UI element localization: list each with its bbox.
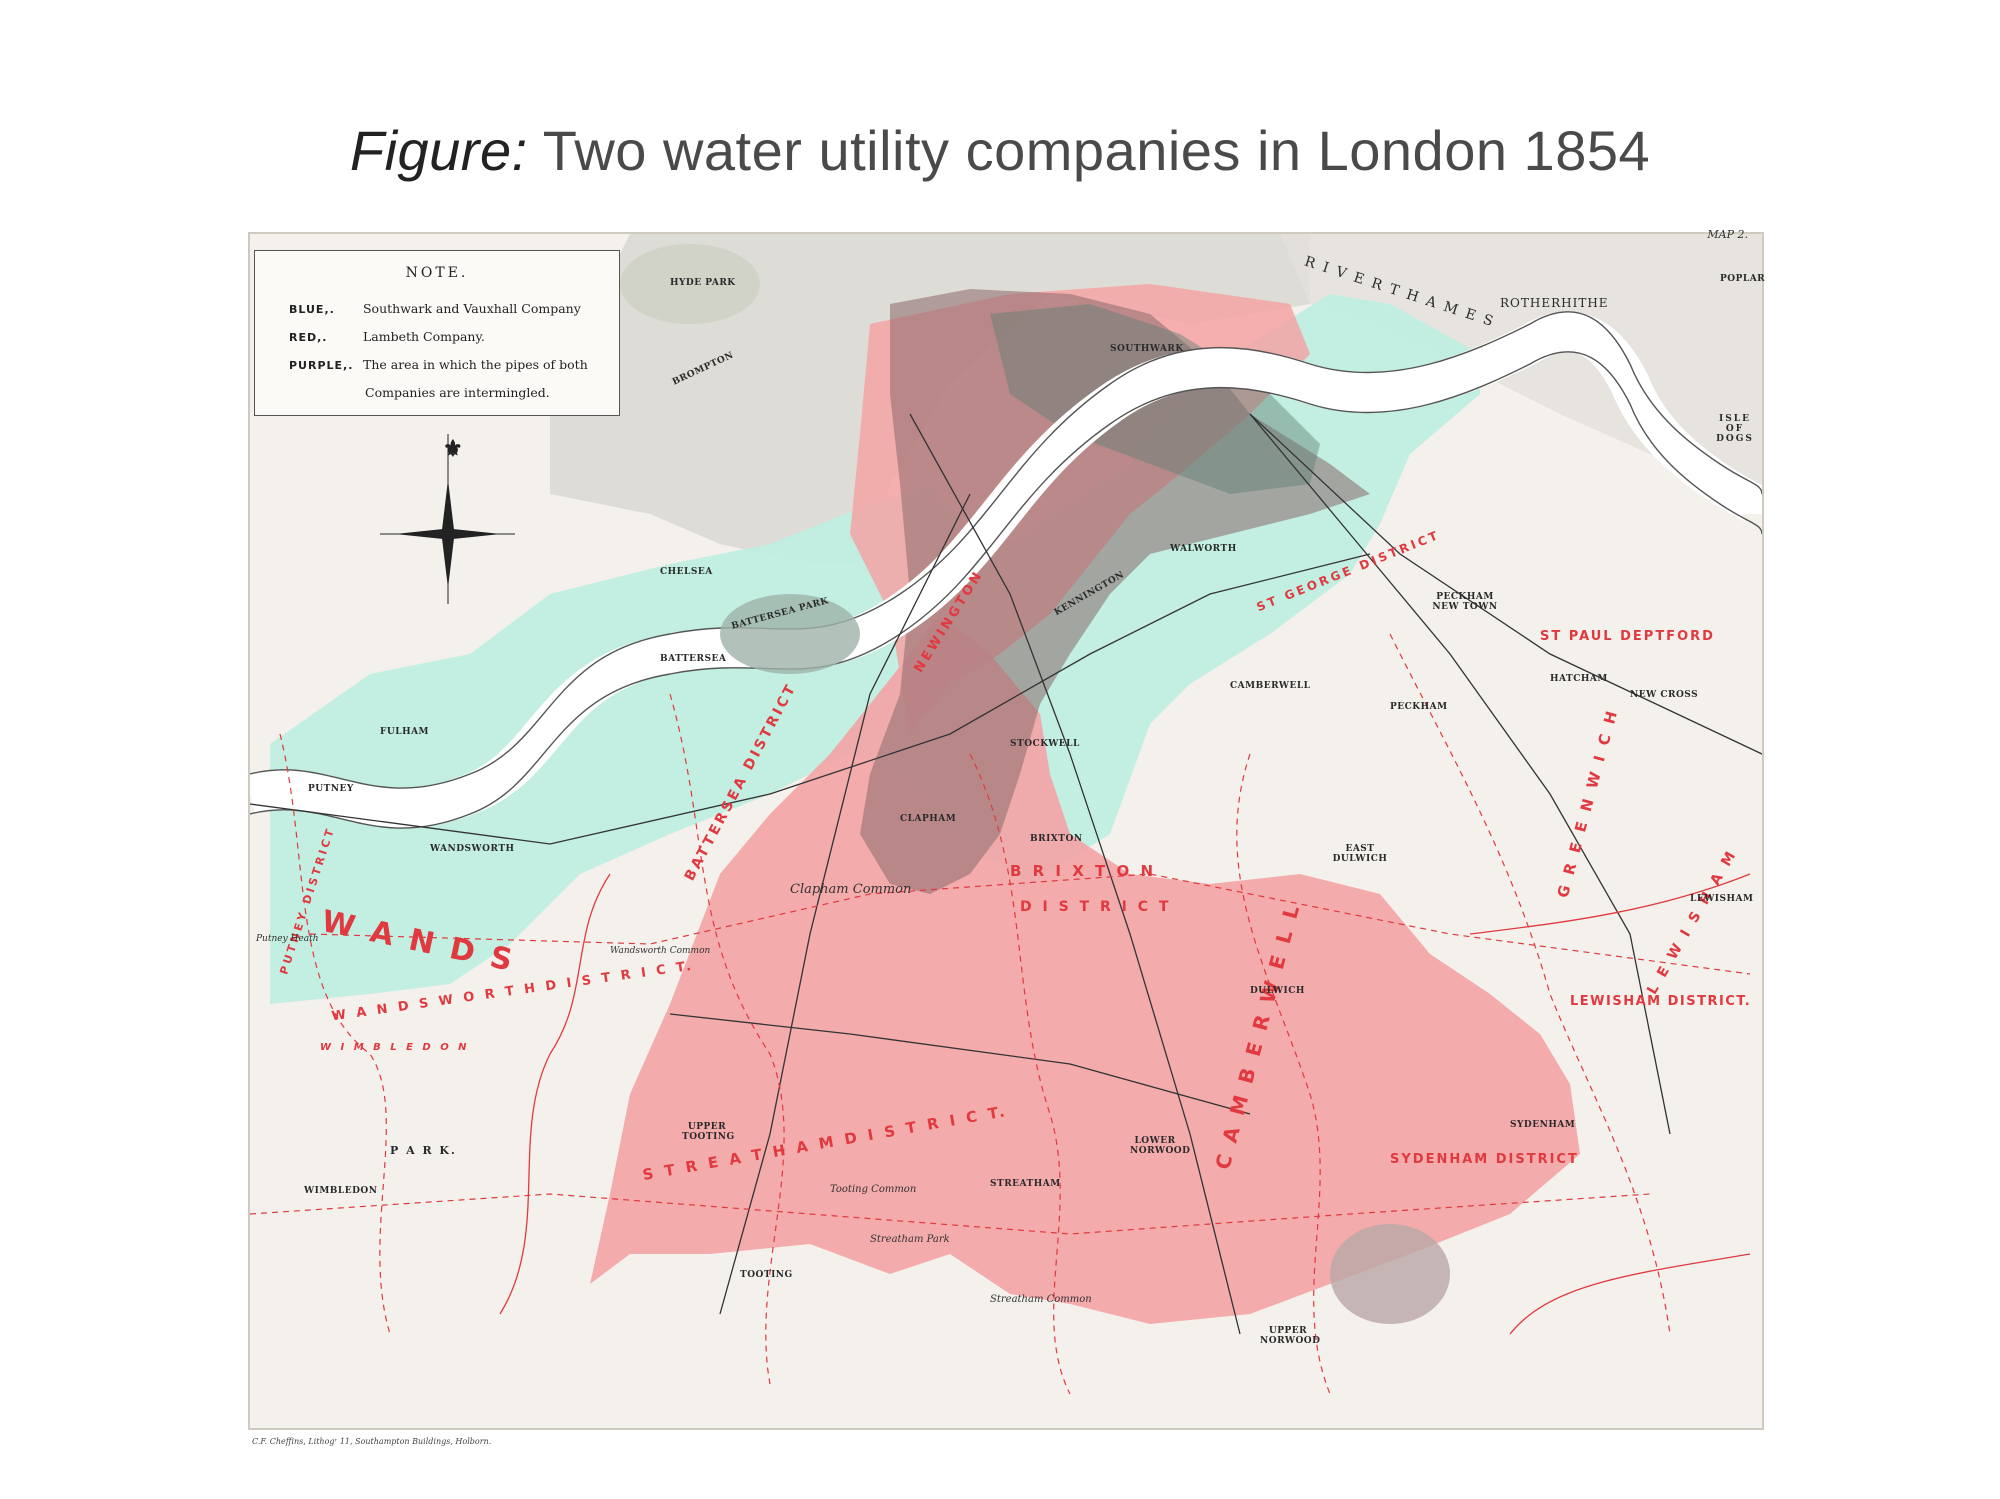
- legend-note: NOTE. BLUE,. Southwark and Vauxhall Comp…: [254, 250, 620, 416]
- legend-row-purple: PURPLE,. The area in which the pipes of …: [289, 357, 588, 372]
- label-walworth: WALWORTH: [1170, 544, 1237, 554]
- legend-key-purple: PURPLE,.: [289, 359, 354, 372]
- label-lewisham: LEWISHAM: [1690, 894, 1754, 904]
- label-hatcham: HATCHAM: [1550, 674, 1608, 684]
- compass-rose: ⚜: [380, 434, 515, 604]
- label-clapham: CLAPHAM: [900, 814, 957, 824]
- label-putney: PUTNEY: [308, 784, 354, 794]
- label-wimbledon-town: WIMBLEDON: [304, 1186, 378, 1196]
- railway-lines: [250, 413, 1762, 1335]
- label-streatham-park: Streatham Park: [870, 1234, 950, 1245]
- label-poplar: POPLAR: [1720, 274, 1766, 284]
- label-new-cross: NEW CROSS: [1630, 690, 1699, 700]
- label-streatham-common: Streatham Common: [990, 1294, 1092, 1305]
- label-fulham: FULHAM: [380, 727, 430, 737]
- label-tooting-common: Tooting Common: [830, 1184, 917, 1195]
- roads-red: [499, 873, 1751, 1335]
- label-east-dulwich: EAST DULWICH: [1332, 844, 1388, 864]
- label-wimbledon-red: W I M B L E D O N: [320, 1042, 470, 1053]
- legend-value-red: Lambeth Company.: [362, 329, 485, 344]
- legend-row-blue: BLUE,. Southwark and Vauxhall Company: [289, 301, 581, 316]
- historical-map: ⚜ MAP 2. NOTE. BLUE,. Southwark and Vaux…: [248, 228, 1766, 1446]
- legend-title: NOTE.: [405, 265, 469, 281]
- label-streatham: STREATHAM: [990, 1179, 1061, 1189]
- label-stockwell: STOCKWELL: [1010, 739, 1080, 749]
- river-bank-south: [250, 351, 1762, 829]
- legend-row-red: RED,. Lambeth Company.: [289, 329, 485, 344]
- label-chelsea: CHELSEA: [660, 567, 713, 577]
- label-camberwell-town: CAMBERWELL: [1230, 681, 1311, 691]
- legend-key-blue: BLUE,.: [289, 303, 335, 316]
- label-tooting: TOOTING: [740, 1270, 793, 1280]
- label-battersea: BATTERSEA: [660, 654, 727, 664]
- label-clapham-common: Clapham Common: [790, 882, 912, 897]
- district-boundaries: [250, 633, 1751, 1395]
- label-southwark: SOUTHWARK: [1110, 344, 1184, 354]
- intermingled-area: [860, 289, 1370, 894]
- hyde-park: [620, 244, 760, 324]
- label-lower-norwood: LOWER NORWOOD: [1130, 1136, 1191, 1156]
- river-thames: [250, 311, 1762, 828]
- crystal-palace: [1330, 1224, 1450, 1324]
- label-dulwich: DULWICH: [1250, 986, 1305, 996]
- svg-text:⚜: ⚜: [443, 437, 463, 462]
- label-wimbledon-park: P A R K.: [390, 1144, 457, 1157]
- river-bank-north: [250, 311, 1762, 789]
- map-canvas: ⚜: [250, 234, 1762, 1428]
- label-rotherhithe: ROTHERHITHE: [1500, 296, 1609, 310]
- caption-lead: Figure:: [349, 119, 528, 182]
- label-brixton-town: BRIXTON: [1030, 834, 1083, 844]
- legend-key-red: RED,.: [289, 331, 328, 344]
- label-wandsworth-town: WANDSWORTH: [430, 844, 515, 854]
- label-wandsworth-common: Wandsworth Common: [610, 946, 711, 956]
- lambeth-area: [590, 614, 1580, 1324]
- label-brixton: B R I X T O N: [1010, 862, 1156, 880]
- battersea-park: [720, 594, 860, 674]
- label-sydenham-district: SYDENHAM DISTRICT: [1390, 1152, 1579, 1167]
- label-st-paul-deptford: ST PAUL DEPTFORD: [1540, 629, 1715, 644]
- map-imprint: C.F. Cheffins, Lithogʳ 11, Southampton B…: [252, 1437, 492, 1446]
- label-peckham-new-town: PECKHAM NEW TOWN: [1432, 592, 1498, 612]
- label-lewisham-district: LEWISHAM DISTRICT.: [1570, 994, 1752, 1009]
- label-putney-heath: Putney Heath: [256, 934, 319, 944]
- legend-value-blue: Southwark and Vauxhall Company: [362, 301, 581, 316]
- label-peckham: PECKHAM: [1390, 702, 1448, 712]
- label-hyde-park: HYDE PARK: [670, 278, 736, 288]
- label-upper-tooting: UPPER TOOTING: [682, 1122, 735, 1142]
- legend-value-purple: The area in which the pipes of both: [362, 357, 588, 372]
- label-sydenham: SYDENHAM: [1510, 1120, 1576, 1130]
- caption-text: Two water utility companies in London 18…: [542, 119, 1651, 182]
- label-isle-of-dogs: ISLE OF DOGS: [1716, 414, 1754, 444]
- label-brixton-district: D I S T R I C T: [1020, 899, 1172, 915]
- legend-continuation: Companies are intermingled.: [365, 385, 550, 400]
- label-upper-norwood: UPPER NORWOOD: [1260, 1326, 1321, 1346]
- figure-caption: Figure: Two water utility companies in L…: [0, 118, 2000, 183]
- map-number: MAP 2.: [1707, 228, 1748, 241]
